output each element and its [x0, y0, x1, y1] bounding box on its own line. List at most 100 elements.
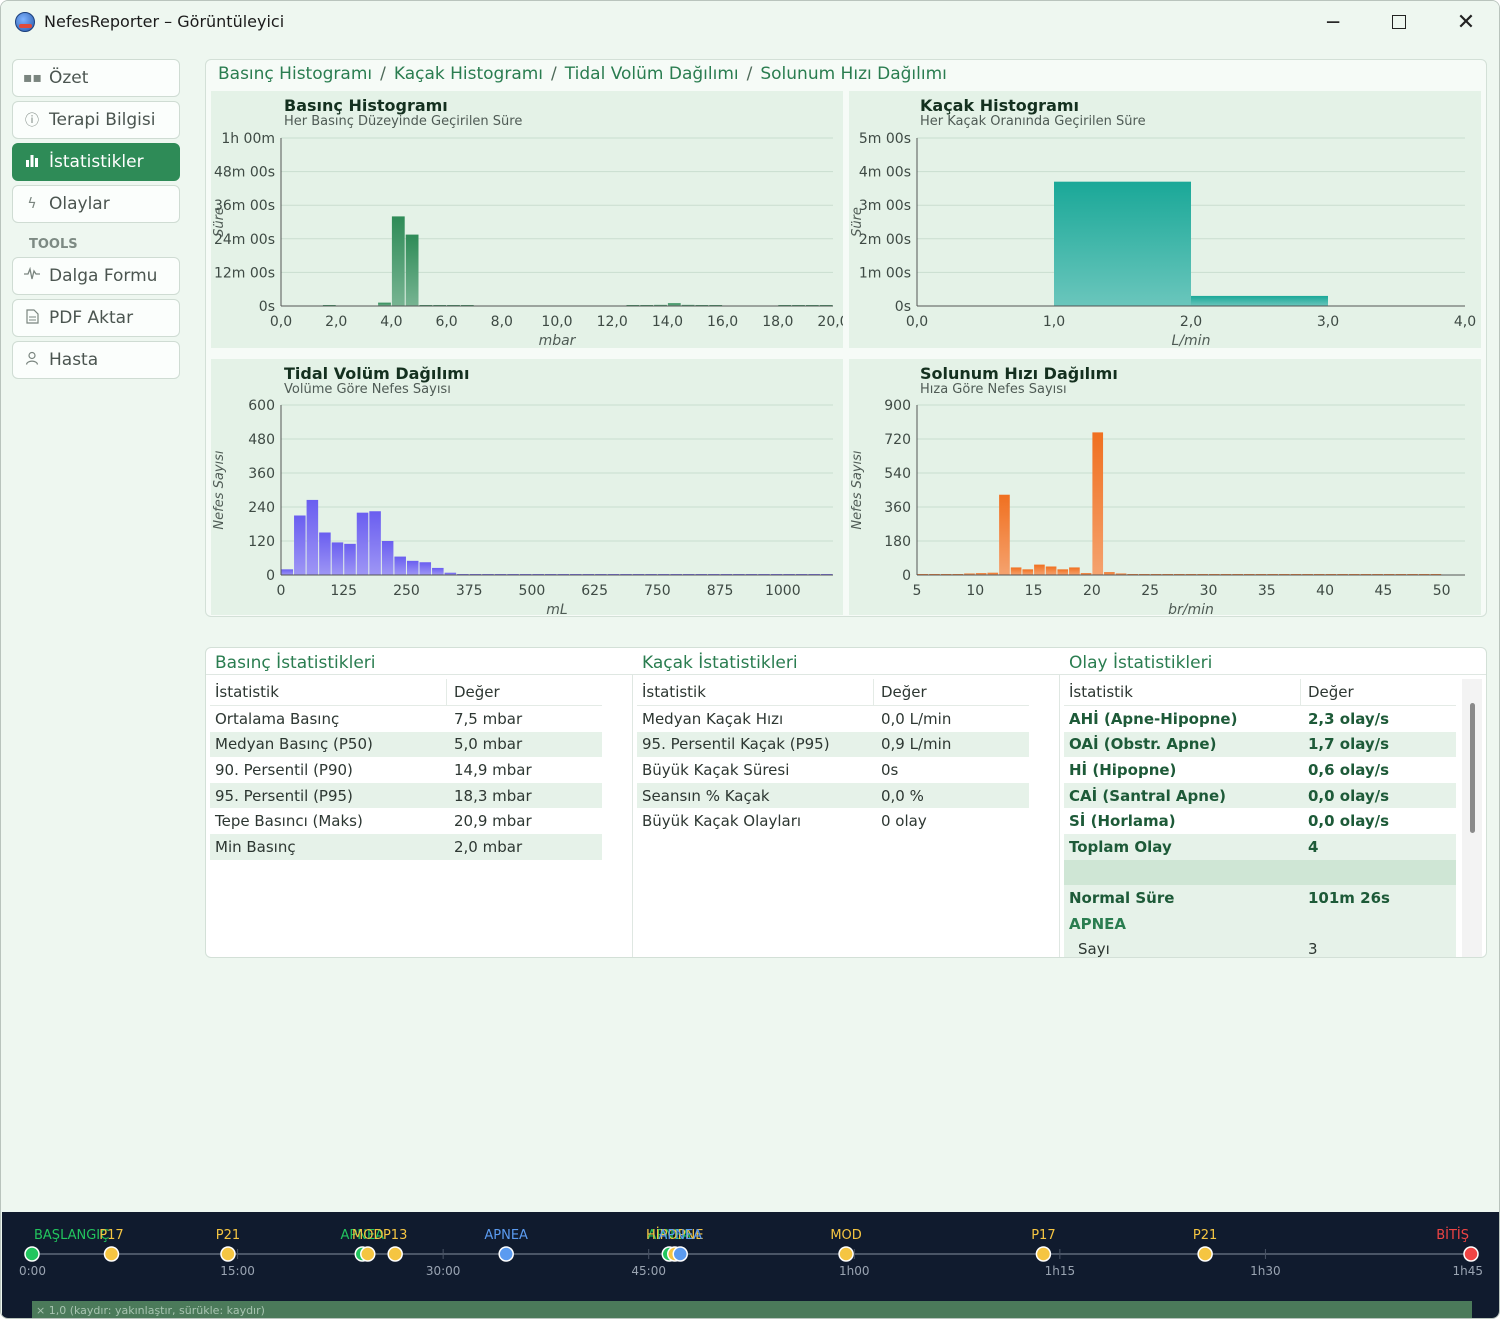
x-tick-label: 8,0 — [491, 314, 513, 330]
stat-name: Medyan Kaçak Hızı — [642, 709, 784, 728]
timeline-event-marker[interactable] — [103, 1246, 120, 1262]
y-tick-label: 900 — [884, 398, 911, 414]
timeline-event-label: APNEA — [658, 1228, 702, 1243]
x-tick-label: 250 — [393, 583, 420, 599]
column-header[interactable]: İstatistik — [210, 678, 447, 706]
nav-terapi-bilgisi-label: Terapi Bilgisi — [49, 110, 156, 130]
tools-section-label: TOOLS — [29, 237, 78, 252]
x-axis-label: L/min — [1172, 333, 1211, 348]
breadcrumb-item[interactable]: Tidal Volüm Dağılımı — [564, 64, 739, 84]
y-tick-label: 720 — [884, 432, 911, 448]
chart-title: Kaçak Histogramı — [920, 96, 1079, 115]
table-row: Normal Süre 101m 26s — [1064, 885, 1456, 911]
document-icon — [23, 308, 41, 328]
x-tick-label: 2,0 — [325, 314, 347, 330]
table-row: 95. Persentil Kaçak (P95) 0,9 L/min — [637, 731, 1029, 758]
breadcrumb-item[interactable]: Kaçak Histogramı — [393, 64, 544, 84]
timeline-event-marker[interactable] — [24, 1246, 40, 1262]
stat-name: Büyük Kaçak Olayları — [642, 812, 802, 831]
timeline-svg: 0:00 15:00 30:00 45:00 1h00 1h15 1h30 1h45 BAŞLA… — [19, 1227, 1483, 1278]
nav-dalga-formu-button[interactable]: Dalga Formu — [12, 257, 180, 295]
y-tick-label: 0 — [902, 568, 911, 584]
histogram-bar — [681, 304, 695, 306]
stat-value: 0,0 L/min — [881, 709, 952, 728]
timeline-event-marker[interactable] — [1463, 1246, 1479, 1262]
stat-name: Tepe Basıncı (Maks) — [215, 812, 363, 831]
histogram-bar — [406, 560, 419, 575]
table-row: Medyan Kaçak Hızı 0,0 L/min — [637, 706, 1029, 732]
stat-name: CAİ (Santral Apne) — [1069, 786, 1226, 805]
y-axis-label: Nefes Sayısı — [850, 450, 865, 529]
timeline-event-marker[interactable] — [672, 1246, 688, 1262]
timeline-time-label: 1h30 — [1250, 1264, 1281, 1278]
timeline-event-marker[interactable] — [498, 1246, 514, 1262]
waveform-icon — [23, 266, 41, 285]
breadcrumb-item[interactable]: Basınç Histogramı — [218, 64, 373, 84]
bar-chart-icon — [23, 153, 41, 171]
y-tick-label: 1h 00m — [221, 131, 275, 147]
stat-value: 18,3 mbar — [454, 786, 532, 805]
timeline-event-label: BİTİŞ — [1436, 1227, 1469, 1243]
stat-value: 0,6 olay/s — [1308, 760, 1390, 779]
event-stats: Olay İstatistikleri İstatistik Değer AHİ (… — [1060, 648, 1486, 957]
x-tick-label: 0,0 — [270, 314, 292, 330]
y-tick-label: 4m 00s — [859, 165, 911, 181]
table-row: OAİ (Obstr. Apne) 1,7 olay/s — [1064, 731, 1456, 758]
nav-ozet-button[interactable]: ▪▪ Özet — [12, 59, 180, 97]
stat-value: 0 olay — [881, 812, 927, 831]
stat-value: 4 — [1308, 837, 1319, 856]
table-row: Sİ (Horlama) 0,0 olay/s — [1064, 808, 1456, 834]
event-stats-scrollbar[interactable] — [1462, 679, 1482, 957]
y-tick-label: 24m 00s — [214, 232, 275, 248]
column-header[interactable]: Değer — [1308, 683, 1354, 701]
maximize-icon[interactable] — [1376, 7, 1422, 37]
table-header-row: İstatistik Değer — [210, 678, 602, 706]
nav-pdf-aktar-button[interactable]: PDF Aktar — [12, 299, 180, 337]
breadcrumb-item[interactable]: Solunum Hızı Dağılımı — [760, 64, 947, 84]
timeline-event-marker[interactable] — [220, 1246, 236, 1262]
timeline-event-marker[interactable] — [1035, 1246, 1052, 1262]
column-header[interactable]: İstatistik — [637, 678, 874, 706]
stat-name: Ortalama Basınç — [215, 709, 340, 728]
column-header[interactable]: Değer — [454, 683, 500, 701]
x-tick-label: 625 — [581, 583, 608, 599]
y-axis-label: Süre — [212, 207, 227, 237]
timeline-zoom-bar[interactable]: × 1,0 (kaydır: yakınlaştır, sürükle: kay… — [32, 1301, 1472, 1318]
x-tick-label: 4,0 — [1454, 314, 1476, 330]
table-row: Min Basınç 2,0 mbar — [210, 833, 602, 860]
nav-olaylar-button[interactable]: ϟ Olaylar — [12, 185, 180, 223]
minimize-icon[interactable]: ─ — [1326, 10, 1340, 34]
nav-hasta-label: Hasta — [49, 350, 99, 370]
timeline-event-label: APNEA — [484, 1228, 528, 1243]
person-icon — [23, 351, 41, 369]
y-tick-label: 360 — [884, 500, 911, 516]
histogram-bar — [1080, 573, 1092, 575]
y-tick-label: 600 — [248, 398, 275, 414]
timeline-event-label: P21 — [1193, 1228, 1217, 1243]
y-tick-label: 5m 00s — [859, 131, 911, 147]
x-tick-label: 12,0 — [597, 314, 628, 330]
x-tick-label: 2,0 — [1180, 314, 1202, 330]
column-header[interactable]: Değer — [881, 683, 927, 701]
y-tick-label: 3m 00s — [859, 198, 911, 214]
column-header[interactable]: İstatistik — [1064, 678, 1301, 706]
histogram-bar — [1092, 432, 1104, 575]
nav-olaylar-label: Olaylar — [49, 194, 110, 214]
timeline-event-marker[interactable] — [838, 1246, 854, 1262]
pressure-histogram-chart: Basınç Histogramı Her Basınç Düzeyinde Ge… — [211, 91, 843, 348]
session-timeline[interactable]: × 1,0 (kaydır: yakınlaştır, sürükle: kay… — [2, 1212, 1499, 1318]
close-icon[interactable]: ✕ — [1456, 9, 1476, 35]
y-tick-label: 0s — [259, 299, 275, 315]
y-tick-label: 360 — [248, 466, 275, 482]
nav-terapi-bilgisi-button[interactable]: ⓘ Terapi Bilgisi — [12, 101, 180, 139]
timeline-event-marker[interactable] — [387, 1246, 403, 1262]
nav-istatistikler-button[interactable]: İstatistikler — [12, 143, 180, 181]
nav-hasta-button[interactable]: Hasta — [12, 341, 180, 379]
scrollbar-thumb[interactable] — [1470, 703, 1475, 833]
x-tick-label: 18,0 — [762, 314, 793, 330]
timeline-event-marker[interactable] — [1197, 1246, 1213, 1262]
timeline-time-label: 0:00 — [19, 1264, 46, 1278]
timeline-event-marker[interactable] — [360, 1246, 376, 1262]
leak-stats: Kaçak İstatistikleri İstatistik Değer Medy… — [633, 648, 1059, 957]
